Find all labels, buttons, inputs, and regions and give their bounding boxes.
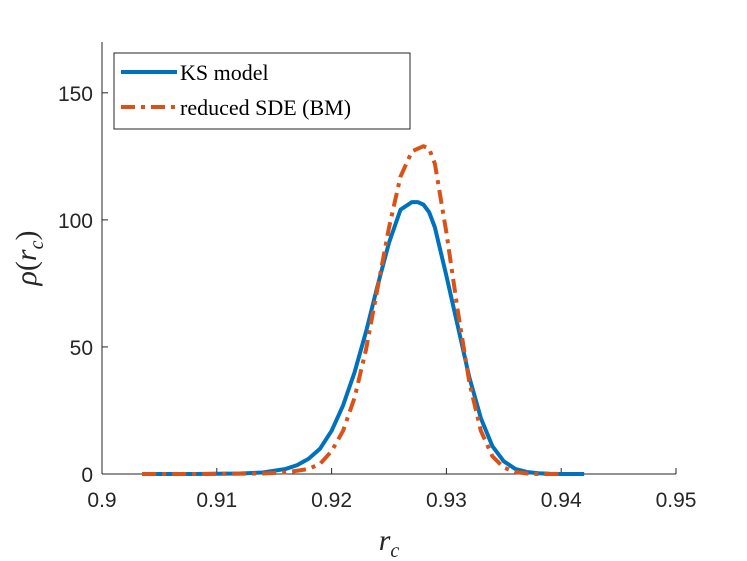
y-tick-label: 150 [58,83,93,106]
legend-box [113,52,411,130]
x-tick-label: 0.95 [656,489,697,512]
legend: KS model reduced SDE (BM) [113,52,411,130]
x-tick-label: 0.91 [196,489,237,512]
series-line-0 [142,200,585,476]
y-axis-title: ρ(rc) [10,231,48,287]
legend-label-ks-model: KS model [180,60,269,85]
x-tick-label: 0.94 [541,489,582,512]
legend-label-reduced-sde: reduced SDE (BM) [180,95,351,120]
x-tick-label: 0.93 [426,489,467,512]
x-axis-title: rc [379,524,400,561]
y-ticks-group: 0 50 100 150 [58,83,108,487]
y-tick-label: 0 [81,464,93,487]
x-tick-label: 0.9 [87,489,116,512]
series-line-1 [142,144,562,476]
y-tick-label: 50 [70,337,93,360]
series-layer [142,144,585,476]
y-tick-label: 100 [58,210,93,233]
x-tick-label: 0.92 [311,489,352,512]
x-ticks-group: 0.9 0.91 0.92 0.93 0.94 0.95 [87,468,696,512]
